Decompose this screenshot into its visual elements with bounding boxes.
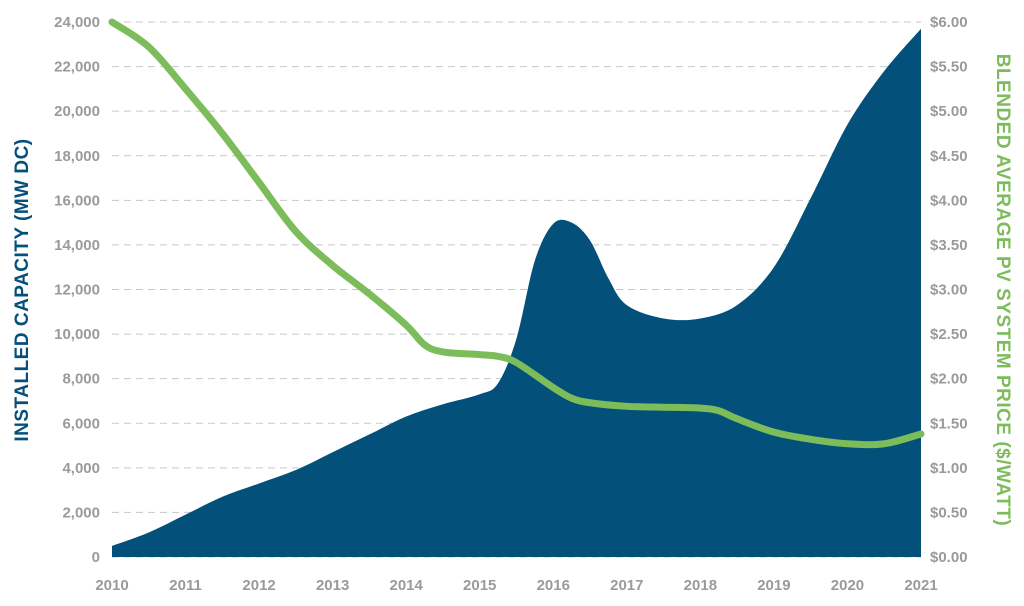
left-tick-label: 0 bbox=[92, 549, 100, 566]
left-tick-label: 10,000 bbox=[54, 326, 100, 343]
price-line-series bbox=[108, 18, 925, 449]
left-tick-label: 16,000 bbox=[54, 192, 100, 209]
right-tick-label: $0.00 bbox=[930, 549, 968, 566]
right-tick-label: $4.00 bbox=[930, 192, 968, 209]
x-tick-label: 2013 bbox=[316, 577, 349, 594]
right-tick-label: $2.00 bbox=[930, 371, 968, 388]
left-tick-label: 14,000 bbox=[54, 237, 100, 254]
x-tick-label: 2015 bbox=[463, 577, 496, 594]
x-tick-label: 2021 bbox=[904, 577, 937, 594]
left-tick-label: 2,000 bbox=[62, 504, 100, 521]
x-tick-label: 2011 bbox=[169, 577, 202, 594]
right-tick-label: $4.50 bbox=[930, 148, 968, 165]
right-tick-label: $5.50 bbox=[930, 59, 968, 76]
right-tick-label: $1.00 bbox=[930, 460, 968, 477]
right-tick-label: $6.00 bbox=[930, 14, 968, 31]
x-tick-label: 2018 bbox=[684, 577, 717, 594]
left-axis-ticks: 0 2,000 4,000 6,000 8,000 10,000 12,000 14,000 1… bbox=[54, 14, 100, 566]
x-tick-label: 2010 bbox=[95, 577, 128, 594]
capacity-area-series bbox=[112, 28, 921, 557]
x-tick-label: 2019 bbox=[757, 577, 790, 594]
x-tick-label: 2012 bbox=[242, 577, 275, 594]
x-tick-label: 2016 bbox=[537, 577, 570, 594]
x-tick-label: 2020 bbox=[831, 577, 864, 594]
left-tick-label: 18,000 bbox=[54, 148, 100, 165]
left-tick-label: 6,000 bbox=[62, 415, 100, 432]
x-tick-label: 2014 bbox=[389, 577, 423, 594]
x-tick-label: 2017 bbox=[610, 577, 643, 594]
x-axis-ticks: 2010 2011 2012 2013 2014 2015 2016 2017 2018 2019… bbox=[95, 577, 937, 594]
right-tick-label: $3.00 bbox=[930, 282, 968, 299]
right-tick-label: $1.50 bbox=[930, 415, 968, 432]
left-tick-label: 4,000 bbox=[62, 460, 100, 477]
right-axis-title: BLENDED AVERAGE PV SYSTEM PRICE ($/WATT) bbox=[992, 54, 1013, 527]
left-tick-label: 20,000 bbox=[54, 103, 100, 120]
left-tick-label: 22,000 bbox=[54, 59, 100, 76]
right-tick-label: $3.50 bbox=[930, 237, 968, 254]
right-axis-ticks: $0.00 $0.50 $1.00 $1.50 $2.00 $2.50 $3.00 $3.50… bbox=[930, 14, 968, 566]
right-tick-label: $5.00 bbox=[930, 103, 968, 120]
left-axis-title: INSTALLED CAPACITY (MW DC) bbox=[12, 138, 33, 441]
left-tick-label: 12,000 bbox=[54, 282, 100, 299]
right-tick-label: $2.50 bbox=[930, 326, 968, 343]
right-tick-label: $0.50 bbox=[930, 504, 968, 521]
price-line bbox=[108, 18, 925, 449]
left-tick-label: 8,000 bbox=[62, 371, 100, 388]
capacity-area bbox=[112, 28, 921, 557]
left-tick-label: 24,000 bbox=[54, 14, 100, 31]
